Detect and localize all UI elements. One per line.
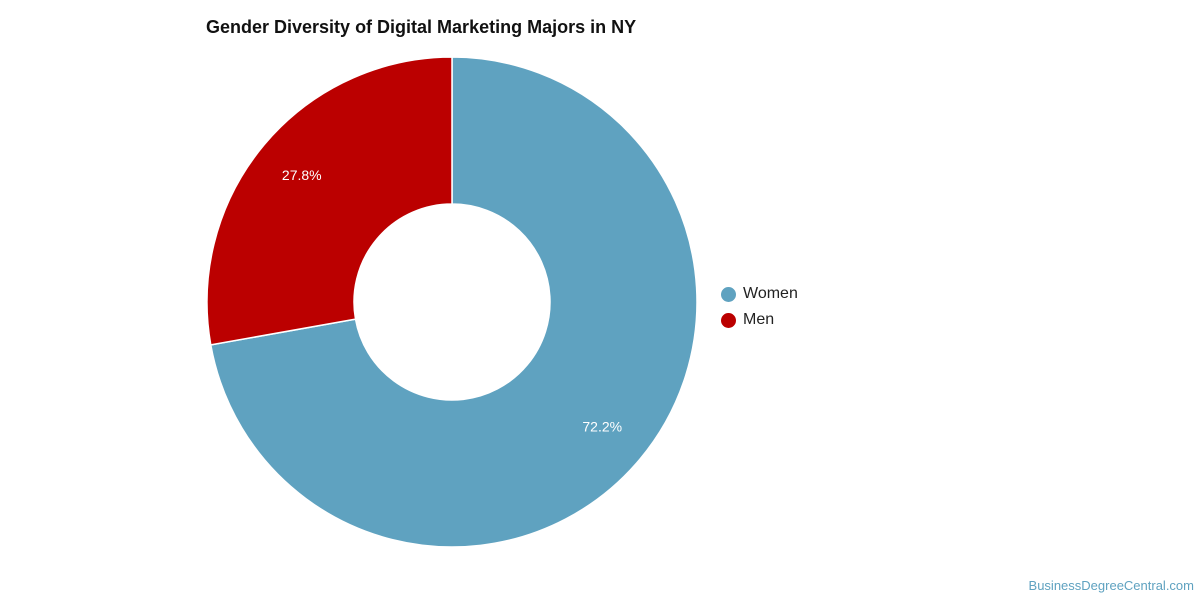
slice-label-women: 72.2%: [582, 419, 622, 435]
legend-label-women: Women: [743, 285, 798, 302]
slice-men[interactable]: [206, 56, 453, 346]
legend-label-men: Men: [743, 311, 775, 328]
legend-item-women[interactable]: Women: [721, 281, 798, 307]
source-credit[interactable]: BusinessDegreeCentral.com: [1028, 578, 1194, 593]
chart-title: Gender Diversity of Digital Marketing Ma…: [206, 17, 637, 37]
legend-swatch-men: [721, 312, 736, 328]
legend-swatch-women: [721, 286, 736, 302]
legend: Women Men: [721, 281, 798, 333]
legend-item-men[interactable]: Men: [721, 307, 798, 333]
slice-label-men: 27.8%: [282, 167, 322, 183]
slice-women[interactable]: [209, 56, 698, 548]
